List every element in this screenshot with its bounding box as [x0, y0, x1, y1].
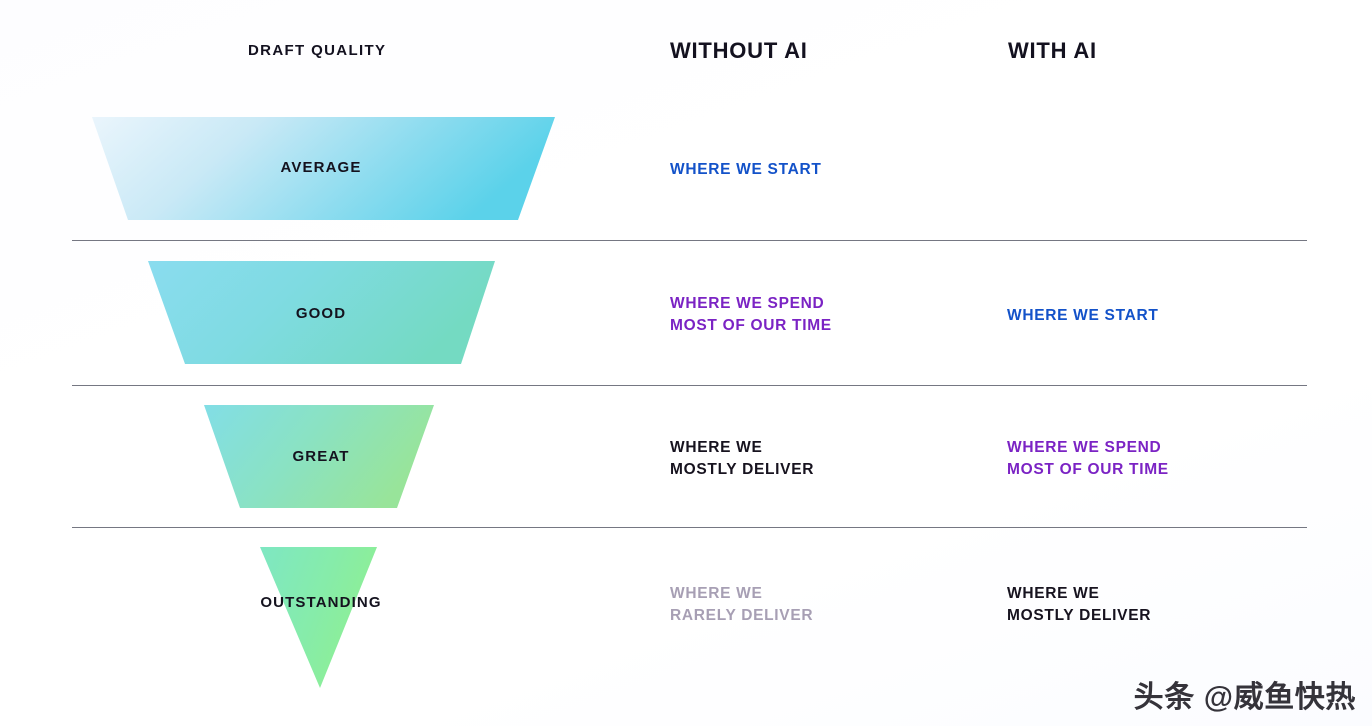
annotation-without-ai-great: WHERE WE MOSTLY DELIVER: [670, 439, 815, 479]
column-header-without-ai: WITHOUT AI: [670, 38, 808, 63]
column-header-draft-quality: DRAFT QUALITY: [248, 42, 387, 59]
funnel-segment-great: [204, 405, 434, 508]
funnel-segment-average: [92, 117, 555, 220]
funnel-label-outstanding: OUTSTANDING: [260, 594, 382, 611]
watermark: 头条 @威鱼快热: [1133, 681, 1356, 714]
column-header-with-ai: WITH AI: [1008, 38, 1097, 63]
annotation-without-ai-outstanding: WHERE WE RARELY DELIVER: [670, 585, 814, 625]
annotation-without-ai-good: WHERE WE SPEND MOST OF OUR TIME: [670, 295, 832, 335]
funnel-segment-good: [148, 261, 495, 364]
funnel-label-great: GREAT: [292, 448, 350, 465]
funnel-label-good: GOOD: [295, 305, 347, 322]
funnel-label-average: AVERAGE: [280, 159, 362, 176]
row-divider-2: [72, 385, 1307, 386]
funnel-segment-outstanding: [260, 547, 377, 688]
annotation-without-ai-average: WHERE WE START: [670, 161, 822, 178]
row-divider-1: [72, 240, 1307, 241]
annotation-with-ai-good: WHERE WE START: [1007, 307, 1159, 324]
annotation-with-ai-outstanding: WHERE WE MOSTLY DELIVER: [1007, 585, 1152, 625]
row-divider-3: [72, 527, 1307, 528]
annotation-with-ai-great: WHERE WE SPEND MOST OF OUR TIME: [1007, 439, 1169, 479]
